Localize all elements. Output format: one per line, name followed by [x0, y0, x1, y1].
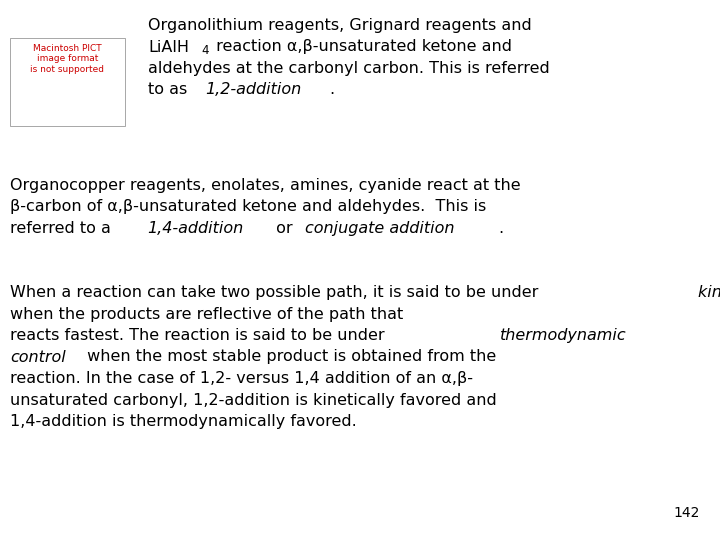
Text: 4: 4 — [201, 44, 208, 57]
Text: kinetic control: kinetic control — [698, 285, 720, 300]
Text: 142: 142 — [674, 506, 700, 520]
Text: when the products are reflective of the path that: when the products are reflective of the … — [10, 307, 403, 321]
Text: Organocopper reagents, enolates, amines, cyanide react at the: Organocopper reagents, enolates, amines,… — [10, 178, 521, 193]
Text: Macintosh PICT
image format
is not supported: Macintosh PICT image format is not suppo… — [30, 44, 104, 74]
Text: unsaturated carbonyl, 1,2-addition is kinetically favored and: unsaturated carbonyl, 1,2-addition is ki… — [10, 393, 497, 408]
Text: reacts fastest. The reaction is said to be under: reacts fastest. The reaction is said to … — [10, 328, 390, 343]
Text: 1,4-addition is thermodynamically favored.: 1,4-addition is thermodynamically favore… — [10, 414, 356, 429]
Text: When a reaction can take two possible path, it is said to be under: When a reaction can take two possible pa… — [10, 285, 544, 300]
Text: aldehydes at the carbonyl carbon. This is referred: aldehydes at the carbonyl carbon. This i… — [148, 61, 550, 76]
Text: reaction α,β-unsaturated ketone and: reaction α,β-unsaturated ketone and — [210, 39, 512, 55]
Text: referred to a: referred to a — [10, 221, 116, 236]
Text: .: . — [330, 83, 335, 98]
Text: LiAlH: LiAlH — [148, 39, 189, 55]
Text: to as: to as — [148, 83, 192, 98]
Text: β-carbon of α,β-unsaturated ketone and aldehydes.  This is: β-carbon of α,β-unsaturated ketone and a… — [10, 199, 486, 214]
Text: 1,4-addition: 1,4-addition — [147, 221, 243, 236]
Text: conjugate addition: conjugate addition — [305, 221, 455, 236]
Text: reaction. In the case of 1,2- versus 1,4 addition of an α,β-: reaction. In the case of 1,2- versus 1,4… — [10, 371, 473, 386]
Text: Organolithium reagents, Grignard reagents and: Organolithium reagents, Grignard reagent… — [148, 18, 532, 33]
Text: or: or — [271, 221, 297, 236]
Text: 1,2-addition: 1,2-addition — [205, 83, 302, 98]
Text: thermodynamic: thermodynamic — [500, 328, 626, 343]
Text: when the most stable product is obtained from the: when the most stable product is obtained… — [82, 349, 496, 364]
Text: .: . — [498, 221, 503, 236]
Text: control: control — [10, 349, 66, 364]
